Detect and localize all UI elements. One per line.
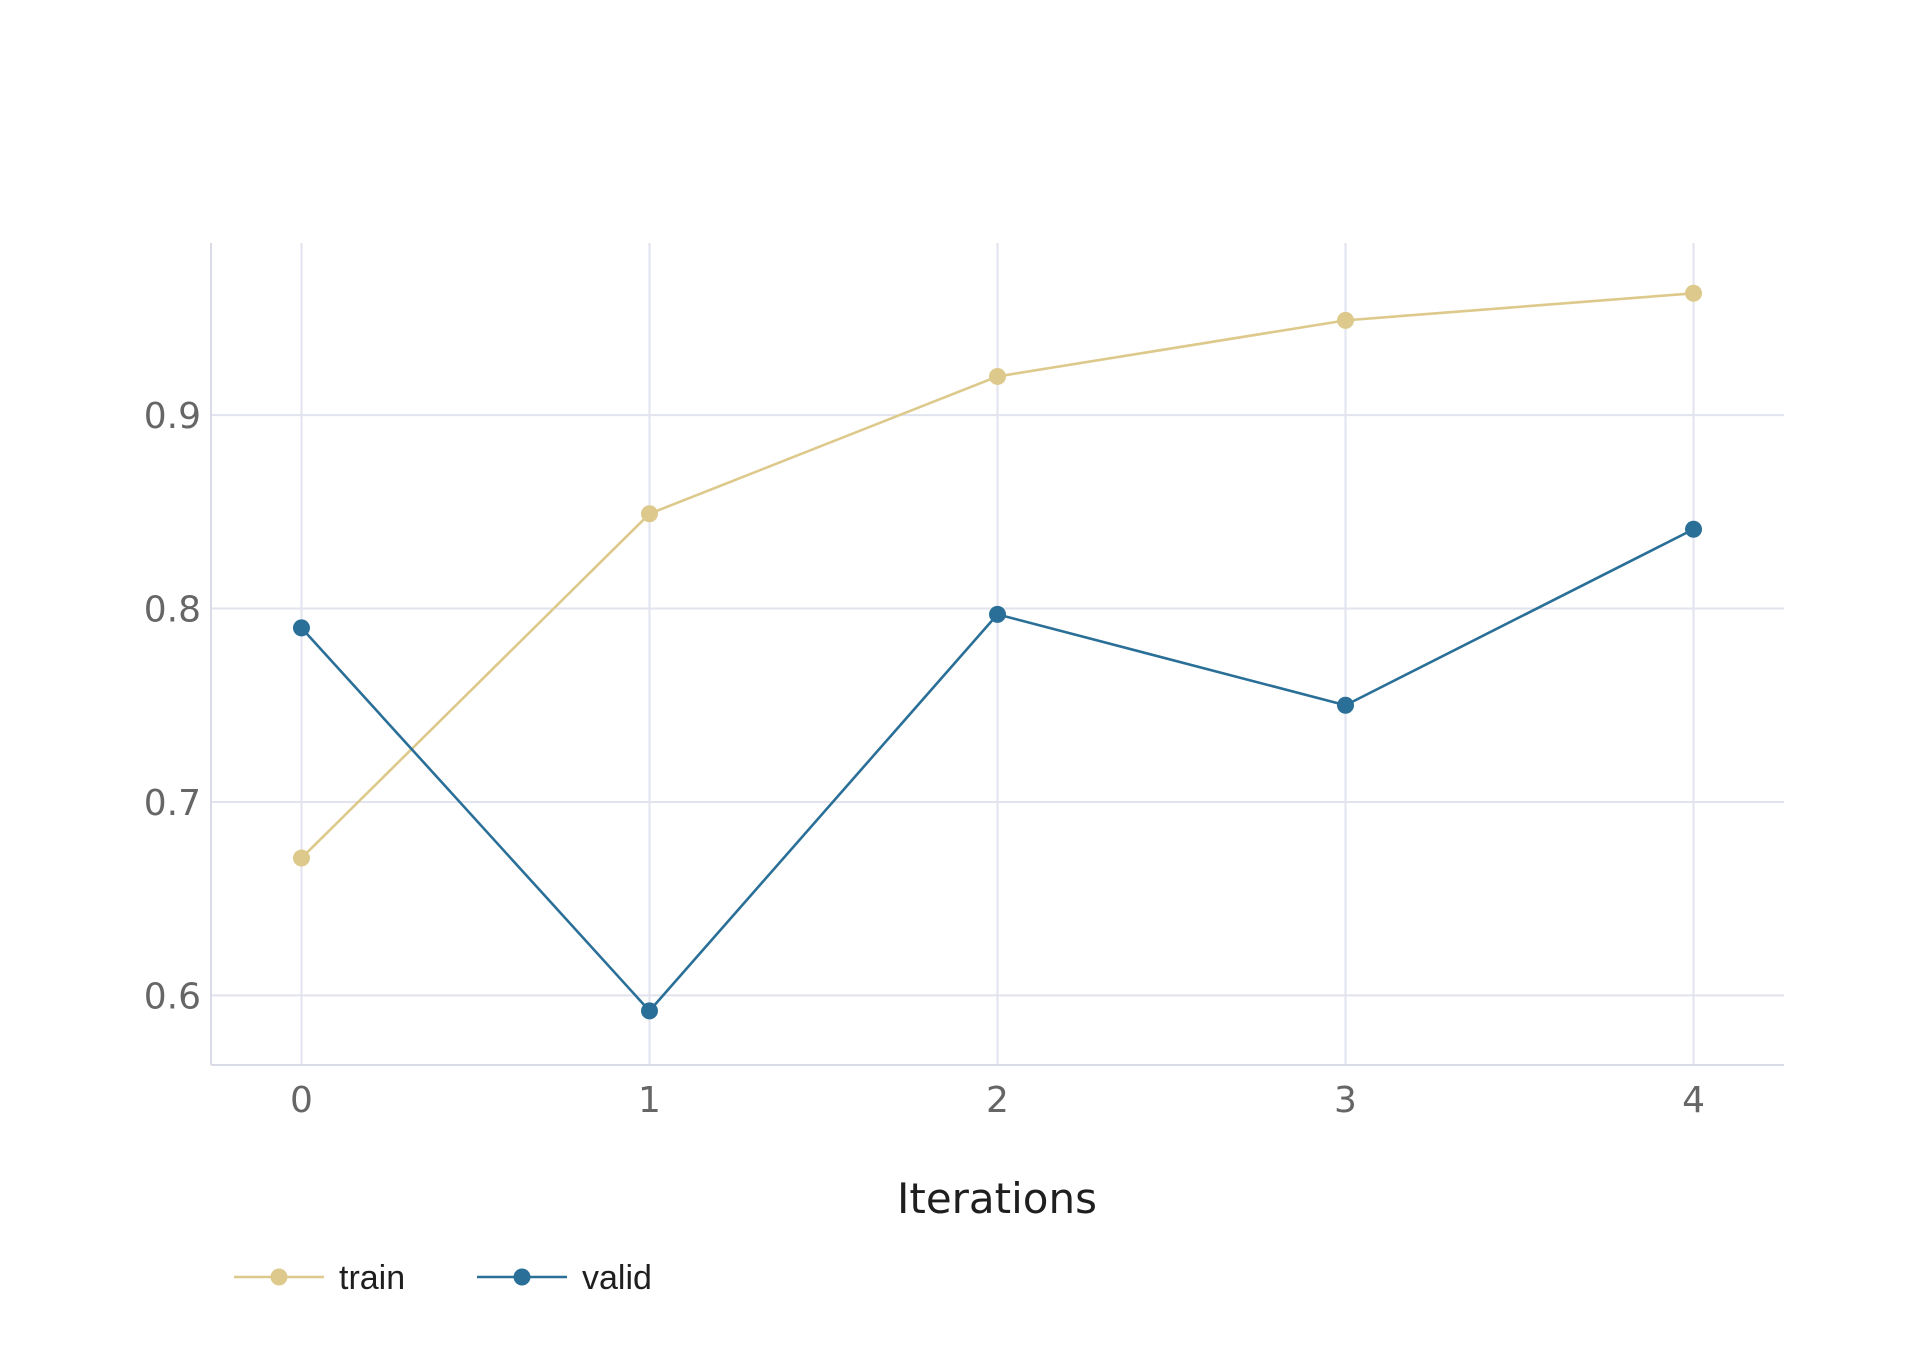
legend-marker-train (270, 1268, 288, 1286)
data-point-valid[interactable] (989, 605, 1006, 623)
y-tick-label: 0.6 (144, 976, 201, 1017)
axes (210, 243, 1784, 1066)
data-point-valid[interactable] (1685, 520, 1703, 538)
data-point-valid[interactable] (1337, 696, 1355, 714)
data-point-train[interactable] (1685, 284, 1703, 302)
x-axis-title: Iterations (897, 1174, 1097, 1223)
legend-item-valid[interactable]: valid (477, 1259, 652, 1297)
data-point-train[interactable] (989, 367, 1006, 385)
legend[interactable]: train valid (234, 1259, 652, 1297)
y-tick-label: 0.8 (144, 590, 201, 631)
series-valid (292, 520, 1703, 1020)
tick-labels: 0 1 2 3 4 0.6 0.7 0.8 0.9 (144, 396, 1705, 1121)
x-tick-label: 4 (1682, 1080, 1705, 1121)
x-tick-label: 2 (986, 1080, 1009, 1121)
legend-label-valid: valid (582, 1259, 652, 1297)
data-point-valid[interactable] (292, 619, 310, 637)
data-point-valid[interactable] (640, 1002, 658, 1020)
grid (211, 243, 1784, 1065)
data-point-train[interactable] (1337, 311, 1355, 329)
x-tick-label: 1 (638, 1080, 661, 1121)
y-tick-label: 0.9 (144, 396, 201, 437)
data-point-train[interactable] (292, 849, 310, 867)
x-tick-label: 0 (290, 1080, 313, 1121)
data-point-train[interactable] (640, 505, 658, 523)
legend-marker-valid (513, 1268, 531, 1286)
legend-label-train: train (339, 1259, 405, 1297)
x-tick-label: 3 (1334, 1080, 1357, 1121)
series-layer (292, 284, 1703, 1020)
series-train (292, 284, 1703, 867)
legend-item-train[interactable]: train (234, 1259, 405, 1297)
y-tick-label: 0.7 (144, 783, 201, 824)
